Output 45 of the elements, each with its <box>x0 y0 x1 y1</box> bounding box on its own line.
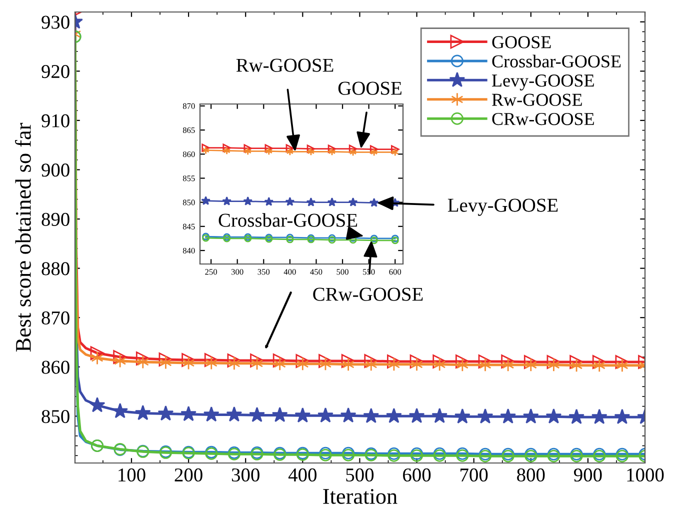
x-tick-label: 300 <box>232 468 260 482</box>
legend-label: Levy-GOOSE <box>492 74 594 90</box>
x-tick-label: 400 <box>288 468 316 482</box>
y-tick-label: 860 <box>182 151 195 158</box>
x-tick-label: 700 <box>460 468 488 482</box>
legend-label: Rw-GOOSE <box>492 94 582 106</box>
annotation: GOOSE <box>338 82 402 95</box>
annotation: CRw-GOOSE <box>313 288 423 301</box>
y-tick-label: 870 <box>42 311 70 325</box>
x-tick-label: 500 <box>336 269 348 275</box>
x-tick-label: 100 <box>118 468 146 482</box>
x-tick-label: 500 <box>346 468 374 482</box>
y-tick-label: 860 <box>42 360 70 374</box>
x-tick-label: 600 <box>403 468 431 482</box>
legend-label: Crossbar-GOOSE <box>492 54 621 68</box>
y-tick-label: 865 <box>182 127 195 133</box>
y-tick-label: 880 <box>42 262 70 276</box>
x-tick-label: 600 <box>389 269 402 275</box>
x-tick-label: 200 <box>174 468 202 482</box>
x-axis-title: Iteration <box>323 488 398 504</box>
legend-label: CRw-GOOSE <box>492 112 594 126</box>
y-tick-label: 920 <box>42 64 70 78</box>
y-tick-label: 850 <box>182 200 195 206</box>
y-tick-label: 910 <box>42 114 70 128</box>
x-tick-label: 900 <box>574 468 602 482</box>
x-tick-label: 300 <box>231 269 244 275</box>
y-tick-label: 930 <box>42 16 70 29</box>
y-tick-label: 870 <box>182 103 195 109</box>
y-tick-label: 890 <box>42 212 70 226</box>
y-tick-label: 900 <box>42 164 70 177</box>
annotation: Rw-GOOSE <box>236 58 334 72</box>
x-tick-label: 1000 <box>627 468 664 482</box>
annotation: Levy-GOOSE <box>448 198 558 216</box>
annotation: Crossbar-GOOSE <box>218 213 358 227</box>
x-tick-label: 250 <box>205 269 217 275</box>
y-axis-title: Best score obtained so far <box>15 122 31 352</box>
y-tick-label: 845 <box>182 224 195 230</box>
y-tick-label: 855 <box>182 176 195 182</box>
x-tick-label: 800 <box>517 468 545 482</box>
x-tick-label: 400 <box>284 269 296 275</box>
x-tick-label: 450 <box>310 269 322 275</box>
x-tick-label: 350 <box>258 269 270 275</box>
y-tick-label: 840 <box>182 248 195 254</box>
y-tick-label: 850 <box>42 410 70 424</box>
legend-label: GOOSE <box>492 36 551 48</box>
